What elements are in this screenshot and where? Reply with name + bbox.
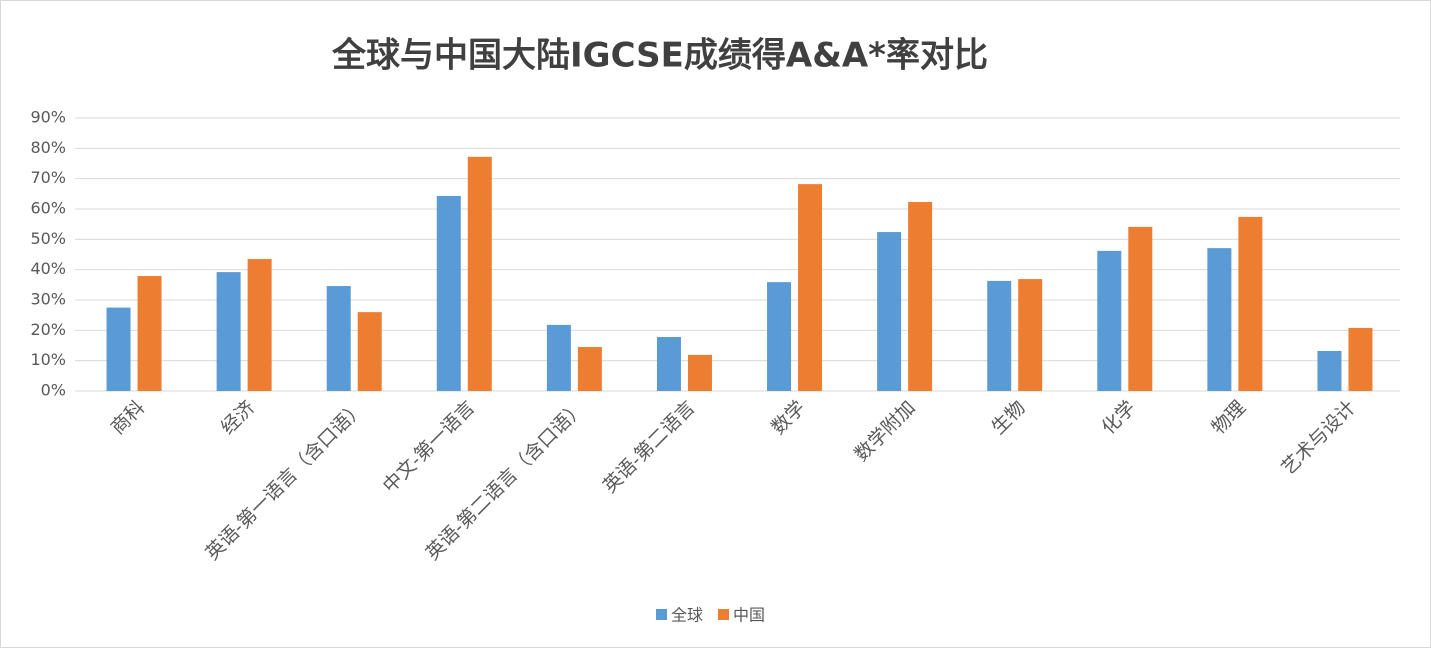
y-tick-label: 40%	[30, 259, 66, 278]
bar	[908, 202, 933, 391]
y-tick-label: 60%	[30, 199, 66, 218]
bar	[467, 156, 492, 391]
bar	[1128, 226, 1153, 391]
bar	[247, 259, 272, 391]
y-tick-label: 10%	[30, 350, 66, 369]
bar	[1348, 327, 1373, 391]
bar	[1018, 279, 1043, 391]
bar	[546, 324, 571, 391]
bar	[137, 276, 162, 391]
bar	[1317, 350, 1342, 391]
y-tick-label: 70%	[30, 168, 66, 187]
bar	[987, 280, 1012, 391]
bar	[1097, 250, 1122, 391]
y-tick-label: 50%	[30, 229, 66, 248]
y-tick-label: 20%	[30, 320, 66, 339]
bar	[1238, 216, 1263, 391]
legend-swatch	[718, 609, 729, 620]
bar	[357, 312, 382, 391]
y-tick-label: 80%	[30, 138, 66, 157]
bar	[687, 354, 712, 391]
bar	[106, 307, 131, 391]
y-tick-label: 90%	[30, 108, 66, 127]
legend-label: 全球	[671, 606, 703, 625]
bar	[216, 272, 241, 391]
y-tick-label: 0%	[41, 381, 66, 400]
legend-label: 中国	[733, 606, 765, 625]
bar	[767, 282, 792, 391]
bar	[656, 337, 681, 391]
bar	[326, 286, 351, 391]
bar	[798, 184, 823, 391]
bar	[436, 195, 461, 391]
legend-swatch	[656, 609, 667, 620]
bar	[1207, 248, 1232, 391]
bar	[877, 232, 902, 391]
bar	[577, 347, 602, 391]
chart-title: 全球与中国大陆IGCSE成绩得A&A*率对比	[331, 36, 988, 76]
y-tick-label: 30%	[30, 290, 66, 309]
